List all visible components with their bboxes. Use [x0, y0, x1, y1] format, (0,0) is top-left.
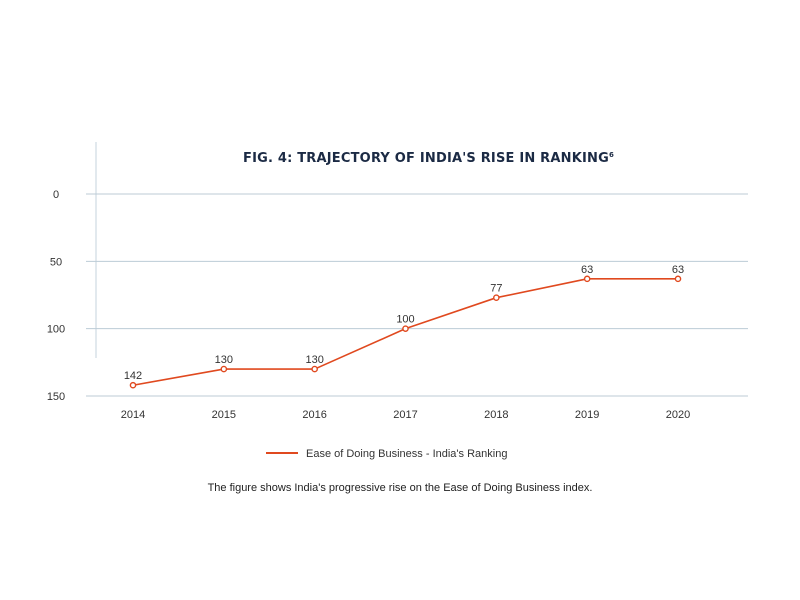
series-layer [129, 275, 682, 389]
x-tick-label: 2014 [121, 409, 145, 421]
figure-caption: The figure shows India's progressive ris… [207, 482, 593, 494]
data-label: 63 [672, 264, 684, 276]
x-tick-label: 2020 [666, 409, 690, 421]
grid-layer [86, 193, 748, 397]
y-tick-label: 150 [47, 391, 65, 403]
x-tick-label: 2017 [393, 409, 417, 421]
data-label: 77 [490, 283, 502, 295]
data-point [402, 325, 409, 332]
data-labels: 142 130 130 100 77 63 63 [124, 264, 684, 382]
y-tick-label: 50 [50, 256, 62, 268]
x-tick-label: 2019 [575, 409, 599, 421]
x-tick-label: 2016 [302, 409, 326, 421]
data-point [129, 381, 137, 389]
x-tick-label: 2015 [212, 409, 236, 421]
data-label: 100 [396, 314, 414, 326]
y-tick-label: 0 [53, 189, 59, 201]
data-point [583, 275, 591, 283]
y-tick-label: 100 [47, 324, 65, 336]
data-label: 63 [581, 264, 593, 276]
chart-title: FIG. 4: TRAJECTORY OF INDIA'S RISE IN RA… [243, 151, 614, 166]
data-point [674, 275, 682, 283]
data-point [493, 294, 500, 301]
data-label: 130 [305, 354, 323, 366]
series-line [132, 278, 678, 387]
data-label: 130 [215, 354, 233, 366]
y-tick-labels: 0 50 100 150 [47, 189, 65, 403]
legend: Ease of Doing Business - India's Ranking [266, 448, 507, 460]
chart-title-main: FIG. 4: TRAJECTORY OF INDIA'S RISE IN RA… [243, 151, 609, 166]
x-tick-labels: 2014 2015 2016 2017 2018 2019 2020 [121, 409, 690, 421]
data-point [220, 365, 228, 373]
data-label: 142 [124, 370, 142, 382]
x-tick-label: 2018 [484, 409, 508, 421]
legend-entry: Ease of Doing Business - India's Ranking [306, 448, 507, 460]
data-point [311, 365, 318, 373]
chart-title-superscript: 6 [609, 151, 614, 159]
